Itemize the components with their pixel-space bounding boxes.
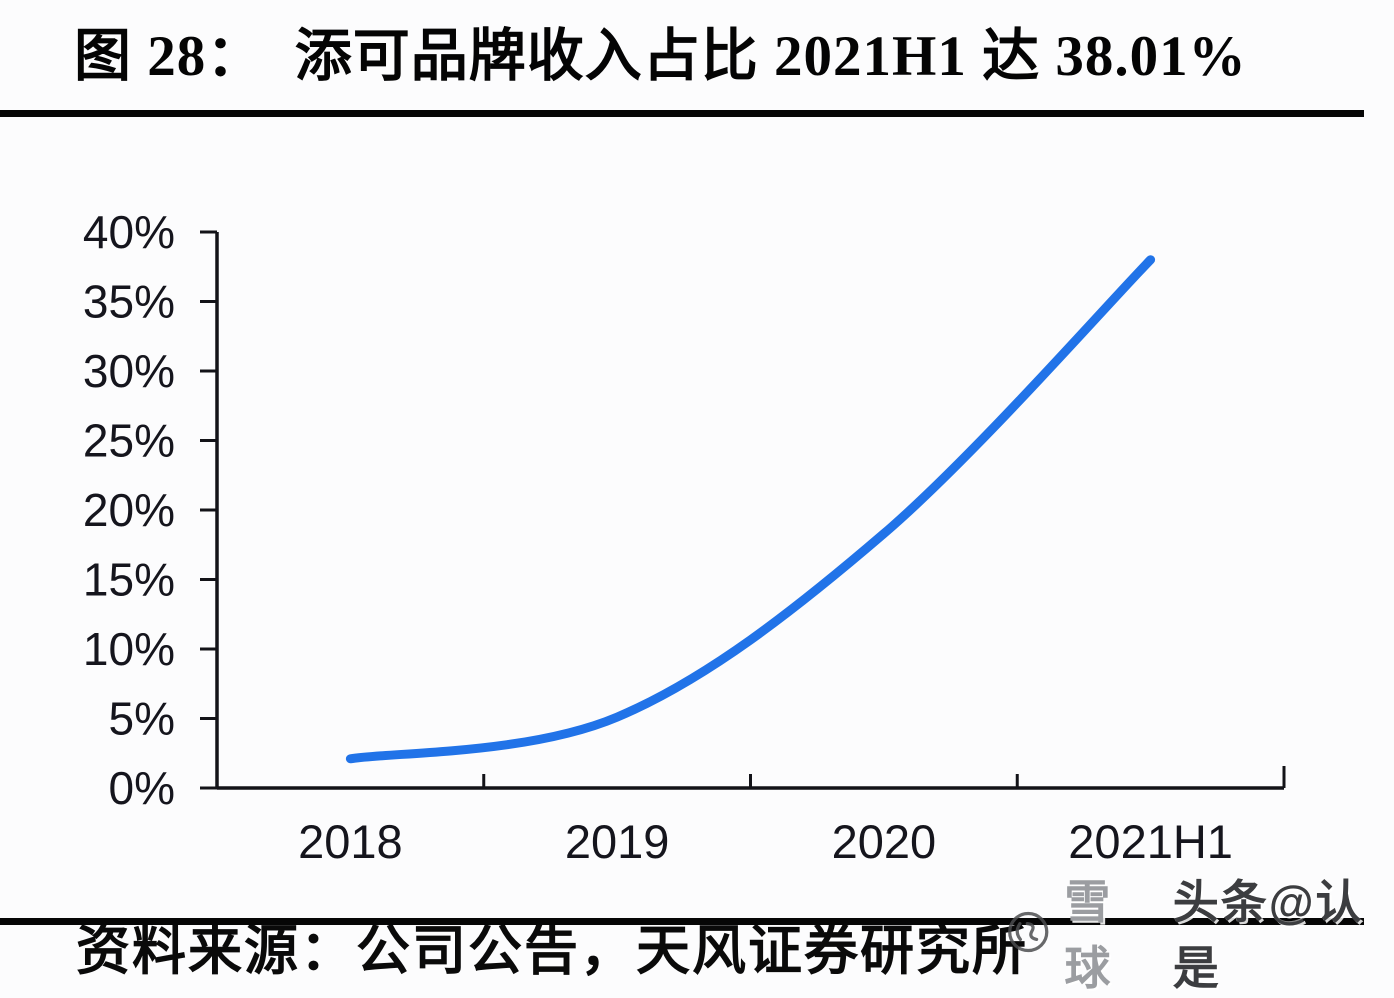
series-line-tineco-share [345, 255, 1156, 764]
x-tick-label: 2021H1 [1068, 815, 1233, 868]
y-tick-label: 30% [83, 345, 175, 397]
footer-divider [0, 918, 1364, 925]
title-divider [0, 110, 1364, 117]
y-tick-label: 5% [109, 693, 175, 745]
y-tick-label: 0% [109, 762, 175, 814]
y-tick-label: 20% [83, 484, 175, 536]
x-tick-label: 2020 [832, 815, 937, 868]
figure-title: 图 28： 添可品牌收入占比 2021H1 达 38.01% [74, 25, 1247, 88]
figure-page: 图 28： 添可品牌收入占比 2021H1 达 38.01% 0% 5% 10% 15… [0, 25, 1364, 994]
y-tick-label: 10% [83, 623, 175, 675]
watermark-brand: 雪球 [1064, 876, 1117, 994]
watermark-account: 头条@认是 [1172, 876, 1364, 994]
xueqiu-snowball-icon [1008, 911, 1049, 953]
watermark: 雪球 头条@认是 [1006, 866, 1394, 998]
source-note-cutoff: 资料来源：公司公告，天风证券研究所 [76, 921, 1028, 981]
y-tick-label: 35% [83, 276, 175, 328]
x-tick-label: 2018 [298, 815, 403, 868]
revenue-share-line-chart: 0% 5% 10% 15% 20% 25% 30% 35% 40% 2018 2019 2020 202… [83, 206, 1286, 868]
y-tick-label: 15% [83, 554, 175, 606]
y-tick-label: 25% [83, 415, 175, 467]
x-tick-label: 2019 [565, 815, 670, 868]
y-tick-label: 40% [83, 206, 175, 258]
